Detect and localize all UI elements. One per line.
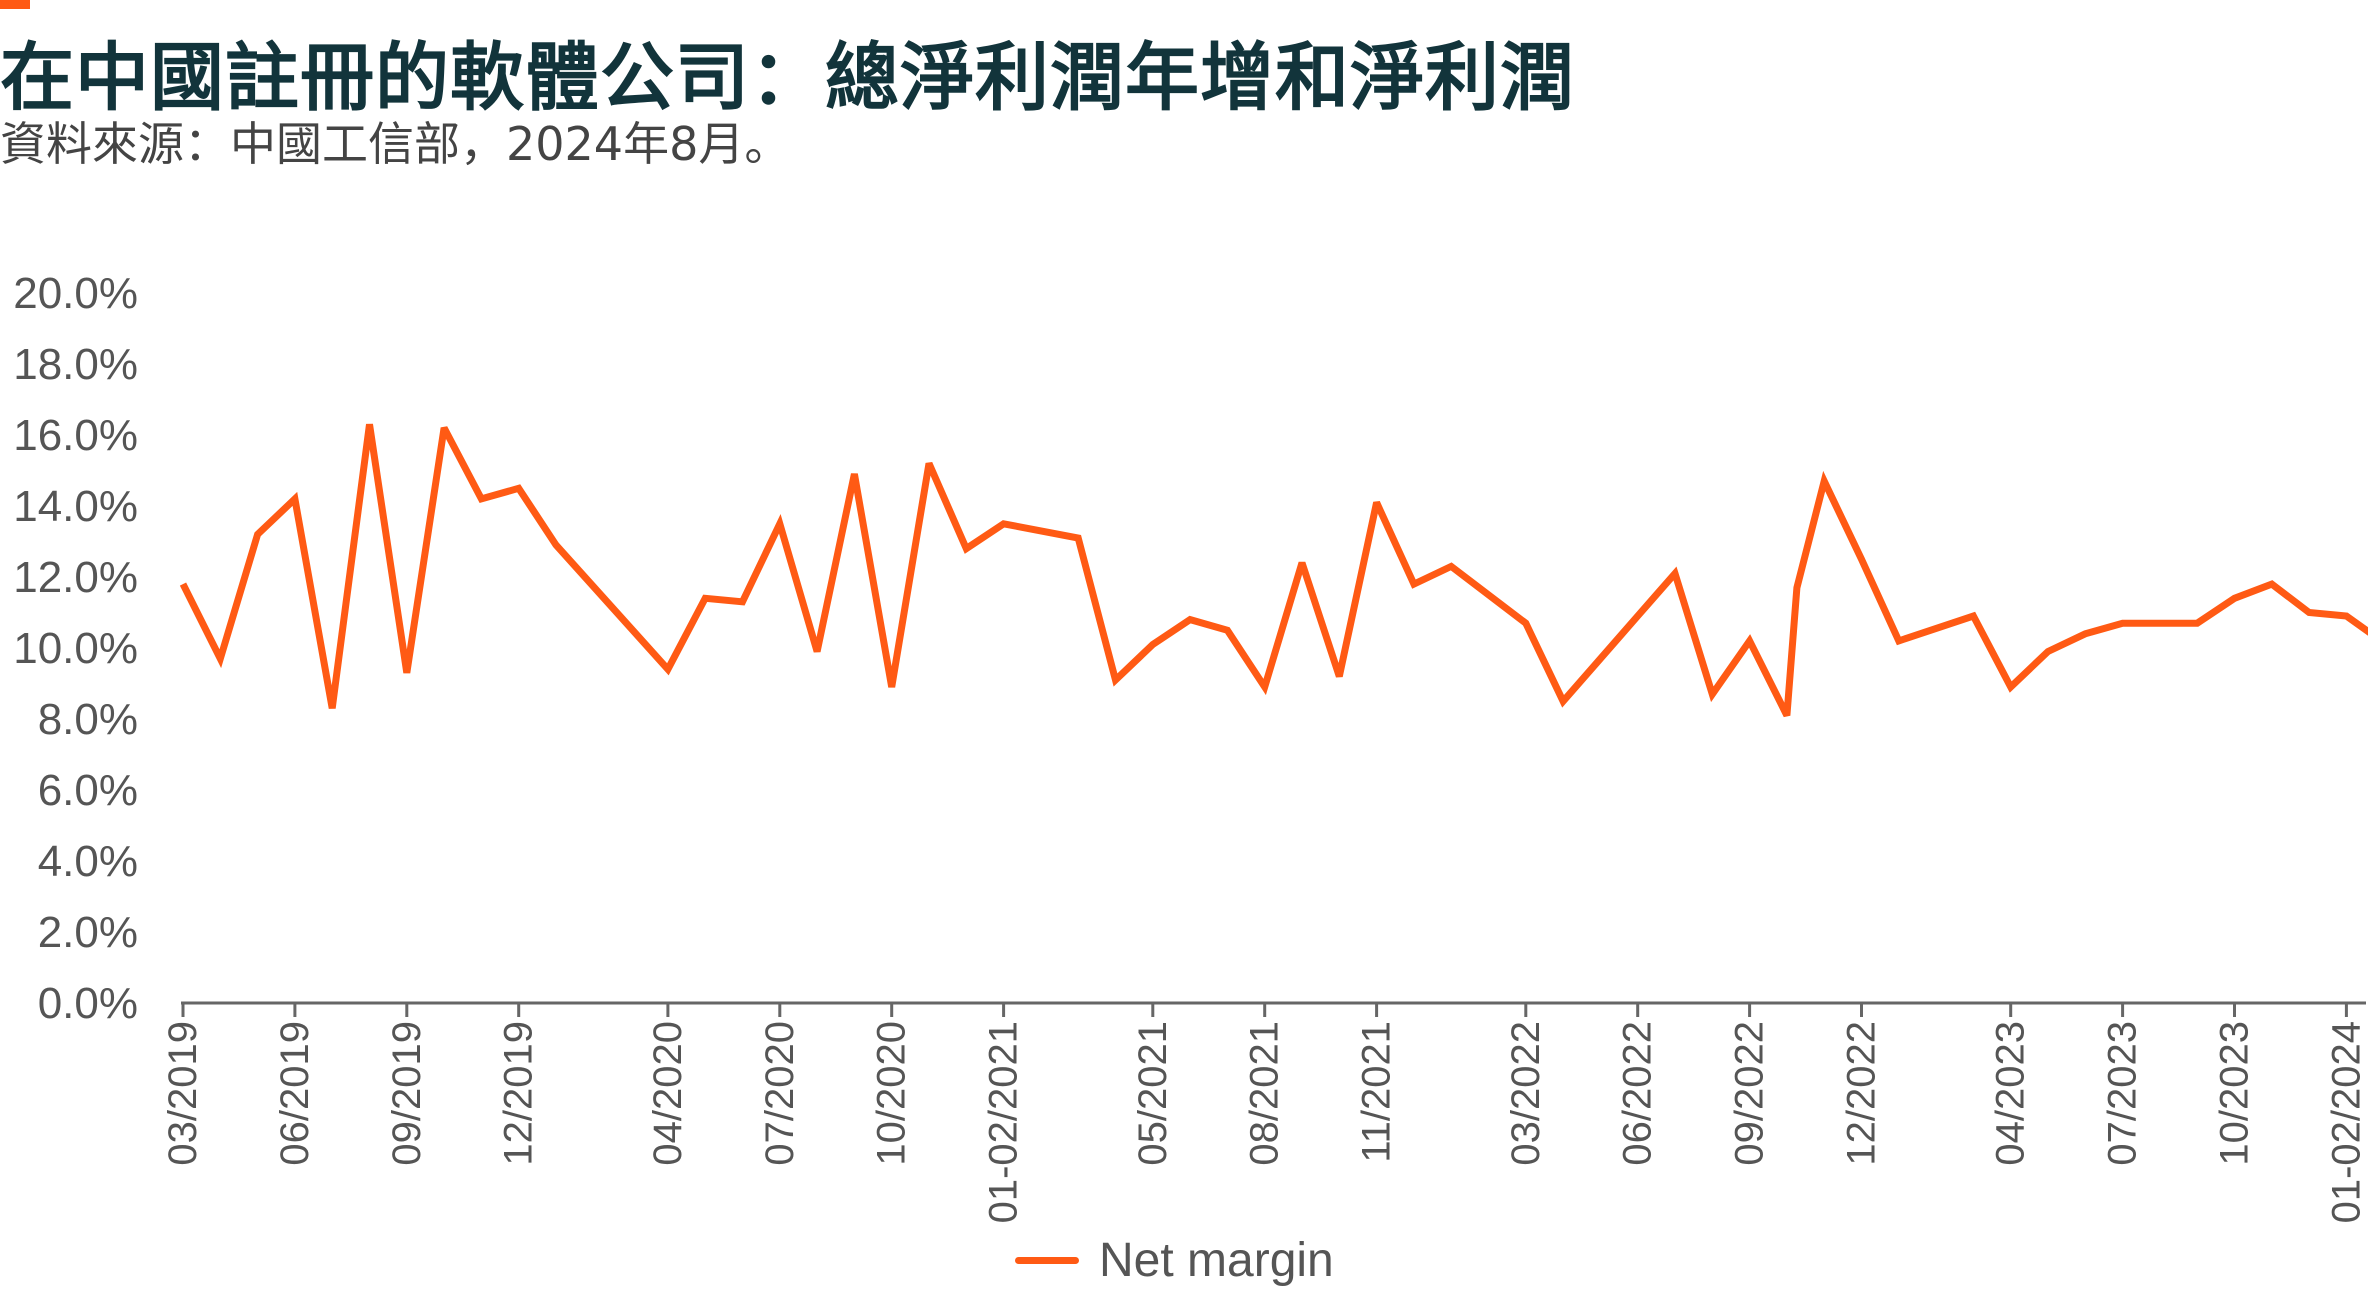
y-axis: 0.0% 2.0% 4.0% 6.0% 8.0% 10.0% 12.0% 14.0% 16.0%… [13,269,138,1028]
y-tick-label: 14.0% [13,482,138,531]
y-tick-label: 18.0% [13,340,138,389]
x-tick-label: 11/2021 [1355,1021,1399,1163]
x-tick-label: 12/2022 [1840,1021,1884,1166]
series-line-net-margin [179,423,2368,718]
x-tick-label: 07/2020 [758,1021,802,1166]
x-axis: 03/2019 06/2019 09/2019 12/2019 04/2020 07/20… [161,1001,2368,1223]
x-tick-label: 03/2022 [1504,1021,1548,1166]
x-tick-label: 01-02/2024 [2324,1021,2368,1223]
y-tick-label: 2.0% [38,908,138,957]
legend-swatch-net-margin [1015,1256,1079,1264]
title-accent-bar [0,0,30,9]
y-tick-label: 20.0% [13,269,138,318]
y-tick-label: 8.0% [38,695,138,744]
x-tick-label: 01-02/2021 [982,1021,1026,1223]
x-tick-label: 10/2020 [870,1021,914,1166]
y-tick-label: 6.0% [38,766,138,815]
chart-title: 在中國註冊的軟體公司：總淨利潤年增和淨利潤 [0,35,1575,121]
legend: Net margin [1015,1232,1334,1288]
x-tick-label: 09/2022 [1728,1021,1772,1166]
x-tick-label: 06/2022 [1616,1021,1660,1166]
x-tick-label: 05/2021 [1131,1021,1175,1166]
x-tick-label: 07/2023 [2101,1021,2145,1166]
x-tick-label: 04/2020 [646,1021,690,1166]
series-layer [179,423,2368,718]
x-tick-label: 10/2023 [2213,1021,2257,1166]
chart-source-note: 資料來源：中國工信部，2024年8月。 [0,117,791,171]
y-tick-label: 10.0% [13,624,138,673]
x-tick-label: 12/2019 [497,1021,541,1166]
x-tick-label: 03/2019 [161,1021,205,1166]
y-tick-label: 16.0% [13,411,138,460]
legend-label-net-margin: Net margin [1099,1233,1334,1287]
x-tick-label: 08/2021 [1243,1021,1287,1166]
y-tick-label: 12.0% [13,553,138,602]
x-tick-label: 09/2019 [385,1021,429,1166]
y-tick-label: 4.0% [38,837,138,886]
y-tick-label: 0.0% [38,979,138,1028]
x-tick-label: 04/2023 [1989,1021,2033,1166]
x-tick-label: 06/2019 [273,1021,317,1166]
